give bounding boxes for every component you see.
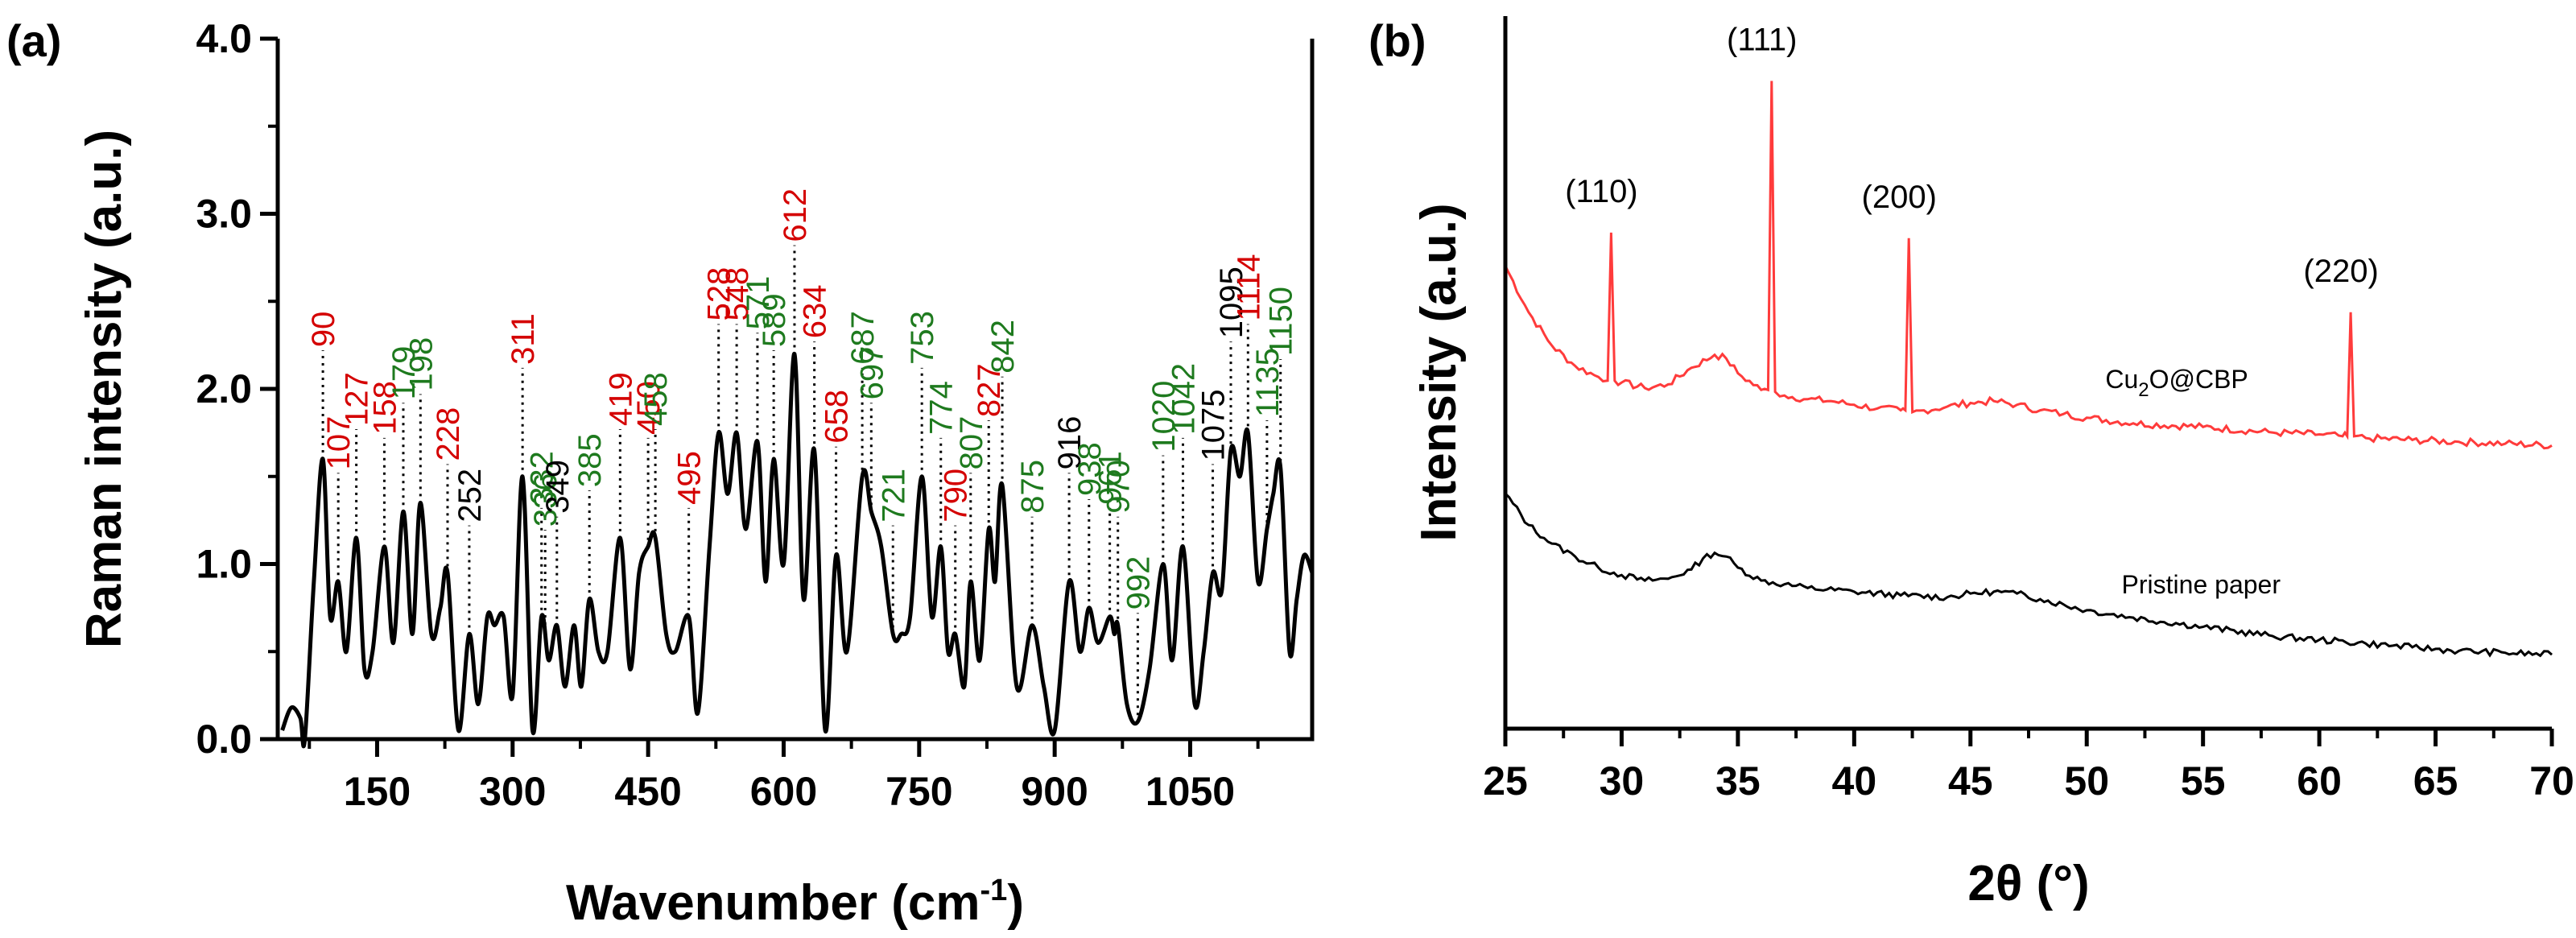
peak-label: 774 xyxy=(924,381,960,435)
peak-label: 687 xyxy=(845,311,881,365)
peak-label: 571 xyxy=(741,276,776,330)
peak-label: 992 xyxy=(1121,556,1156,610)
panel-a-y-tick-label: 3.0 xyxy=(196,192,252,237)
panel-a-x-axis-title-main: Wavenumber (cm xyxy=(566,875,980,931)
panel-b-x-tick-label: 30 xyxy=(1600,758,1645,804)
panel-b-x-tick-label: 60 xyxy=(2297,758,2342,804)
peak-label: 349 xyxy=(540,460,576,514)
xrd-peak-label: (220) xyxy=(2303,254,2378,289)
panel-a-x-tick-label: 600 xyxy=(750,769,817,814)
panel-a-x-tick-label: 450 xyxy=(614,769,681,814)
panel-a-axes-frame xyxy=(275,39,1315,742)
panel-a-x-axis-title-sup: -1 xyxy=(980,874,1008,907)
peak-label: 721 xyxy=(876,469,911,523)
pristine-paper-line xyxy=(1504,493,2553,658)
peak-label: 634 xyxy=(798,285,833,339)
xrd-peak-label: (200) xyxy=(1862,180,1937,215)
panel-a-x-tick-label: 750 xyxy=(886,769,952,814)
cu2o-cbp-line xyxy=(1504,81,2553,450)
cu2o-legend-main: Cu xyxy=(2105,365,2138,394)
panel-b-x-axis-title: 2θ (°) xyxy=(1967,856,2089,911)
cu2o-legend-sub: 2 xyxy=(2138,379,2149,401)
peak-label: 311 xyxy=(506,313,541,365)
panel-b-x-tick-label: 50 xyxy=(2064,758,2109,804)
peak-label: 589 xyxy=(757,293,792,347)
peak-label: 970 xyxy=(1101,460,1137,514)
panel-b-xrd-chart: (b) 25 30 35 40 45 50 55 60 65 70 (110) (111) (200)… xyxy=(1368,15,2574,911)
panel-b-x-tick-label: 65 xyxy=(2413,758,2458,804)
peak-label: 790 xyxy=(939,469,974,523)
peak-label: 179 xyxy=(386,346,422,400)
peak-label: 419 xyxy=(603,372,638,426)
peak-label: 1150 xyxy=(1264,287,1299,356)
peak-label: 938 xyxy=(1072,442,1108,496)
peak-label: 1075 xyxy=(1196,390,1232,461)
peak-label: 528 xyxy=(702,267,737,321)
panel-a-label: (a) xyxy=(6,15,61,66)
panel-b-x-tick-label: 55 xyxy=(2181,758,2226,804)
panel-a-y-axis-title: Raman intensity (a.u.) xyxy=(76,130,132,648)
peak-label: 1095 xyxy=(1214,267,1249,338)
peak-label: 90 xyxy=(306,312,341,348)
peak-label: 228 xyxy=(431,407,466,461)
peak-label: 385 xyxy=(572,433,608,487)
panel-a-y-tick-label: 0.0 xyxy=(196,717,252,762)
peak-label: 158 xyxy=(367,381,402,435)
peak-label: 961 xyxy=(1093,451,1129,505)
cu2o-cbp-legend: Cu2O@CBP xyxy=(2105,365,2248,401)
panel-b-x-ticks: 25 30 35 40 45 50 55 60 65 70 xyxy=(1483,729,2574,804)
peak-label: 495 xyxy=(672,451,708,505)
panel-b-x-tick-label: 40 xyxy=(1832,758,1877,804)
cu2o-legend-end: O@CBP xyxy=(2149,365,2248,394)
panel-a-y-tick-label: 1.0 xyxy=(196,542,252,587)
panel-a-x-tick-label: 300 xyxy=(479,769,546,814)
panel-a-y-ticks: 0.0 1.0 2.0 3.0 4.0 xyxy=(196,16,278,762)
peak-label: 1042 xyxy=(1166,363,1202,435)
panel-b-x-tick-label: 35 xyxy=(1715,758,1761,804)
peak-label: 842 xyxy=(985,320,1021,374)
panel-a-x-tick-label: 900 xyxy=(1021,769,1088,814)
peak-label: 548 xyxy=(720,267,755,321)
panel-a-x-axis-title-end: ) xyxy=(1007,875,1024,931)
peak-label: 916 xyxy=(1052,416,1088,470)
panel-a-x-ticks: 150 300 450 600 750 900 1050 xyxy=(308,739,1260,814)
peak-label: 1020 xyxy=(1146,381,1182,452)
peak-label: 1114 xyxy=(1231,254,1266,320)
panel-a-raman-chart: (a) 0.0 1.0 2.0 3.0 4.0 150 300 450 600 750 900 10… xyxy=(6,15,1315,931)
xrd-peak-label: (111) xyxy=(1727,22,1797,57)
panel-a-y-tick-label: 4.0 xyxy=(196,16,252,61)
xrd-peak-label: (110) xyxy=(1565,174,1637,209)
peak-label: 753 xyxy=(905,311,940,365)
peak-label: 458 xyxy=(638,372,674,426)
peak-label: 332 xyxy=(525,451,560,505)
raman-spectrum-line xyxy=(280,351,1315,749)
panel-b-x-tick-label: 25 xyxy=(1483,758,1528,804)
peak-label: 107 xyxy=(321,416,357,470)
peak-label: 658 xyxy=(819,390,855,444)
peak-label: 198 xyxy=(403,337,439,391)
panel-b-x-tick-label: 70 xyxy=(2529,758,2574,804)
peak-label: 612 xyxy=(778,188,813,242)
panel-b-label: (b) xyxy=(1368,15,1426,66)
panel-a-x-tick-label: 1050 xyxy=(1146,769,1235,814)
panel-b-x-tick-label: 45 xyxy=(1948,758,1993,804)
panel-b-axes-frame xyxy=(1503,16,2552,731)
peak-label: 1135 xyxy=(1250,348,1286,417)
peak-label: 127 xyxy=(340,372,375,426)
panel-a-x-axis-title: Wavenumber (cm-1) xyxy=(566,874,1024,931)
peak-label: 336 xyxy=(528,473,564,527)
peak-label: 875 xyxy=(1015,460,1051,514)
panel-b-y-axis-title: Intensity (a.u.) xyxy=(1411,203,1467,541)
pristine-paper-legend: Pristine paper xyxy=(2122,570,2281,599)
peak-label: 807 xyxy=(954,416,989,470)
panel-a-y-tick-label: 2.0 xyxy=(196,366,252,411)
panel-a-x-tick-label: 150 xyxy=(344,769,411,814)
peak-label: 697 xyxy=(854,346,890,400)
peak-label: 450 xyxy=(631,381,667,435)
panel-b-peak-annotations: (110) (111) (200) (220) xyxy=(1565,22,2379,288)
peak-label: 252 xyxy=(452,469,488,523)
